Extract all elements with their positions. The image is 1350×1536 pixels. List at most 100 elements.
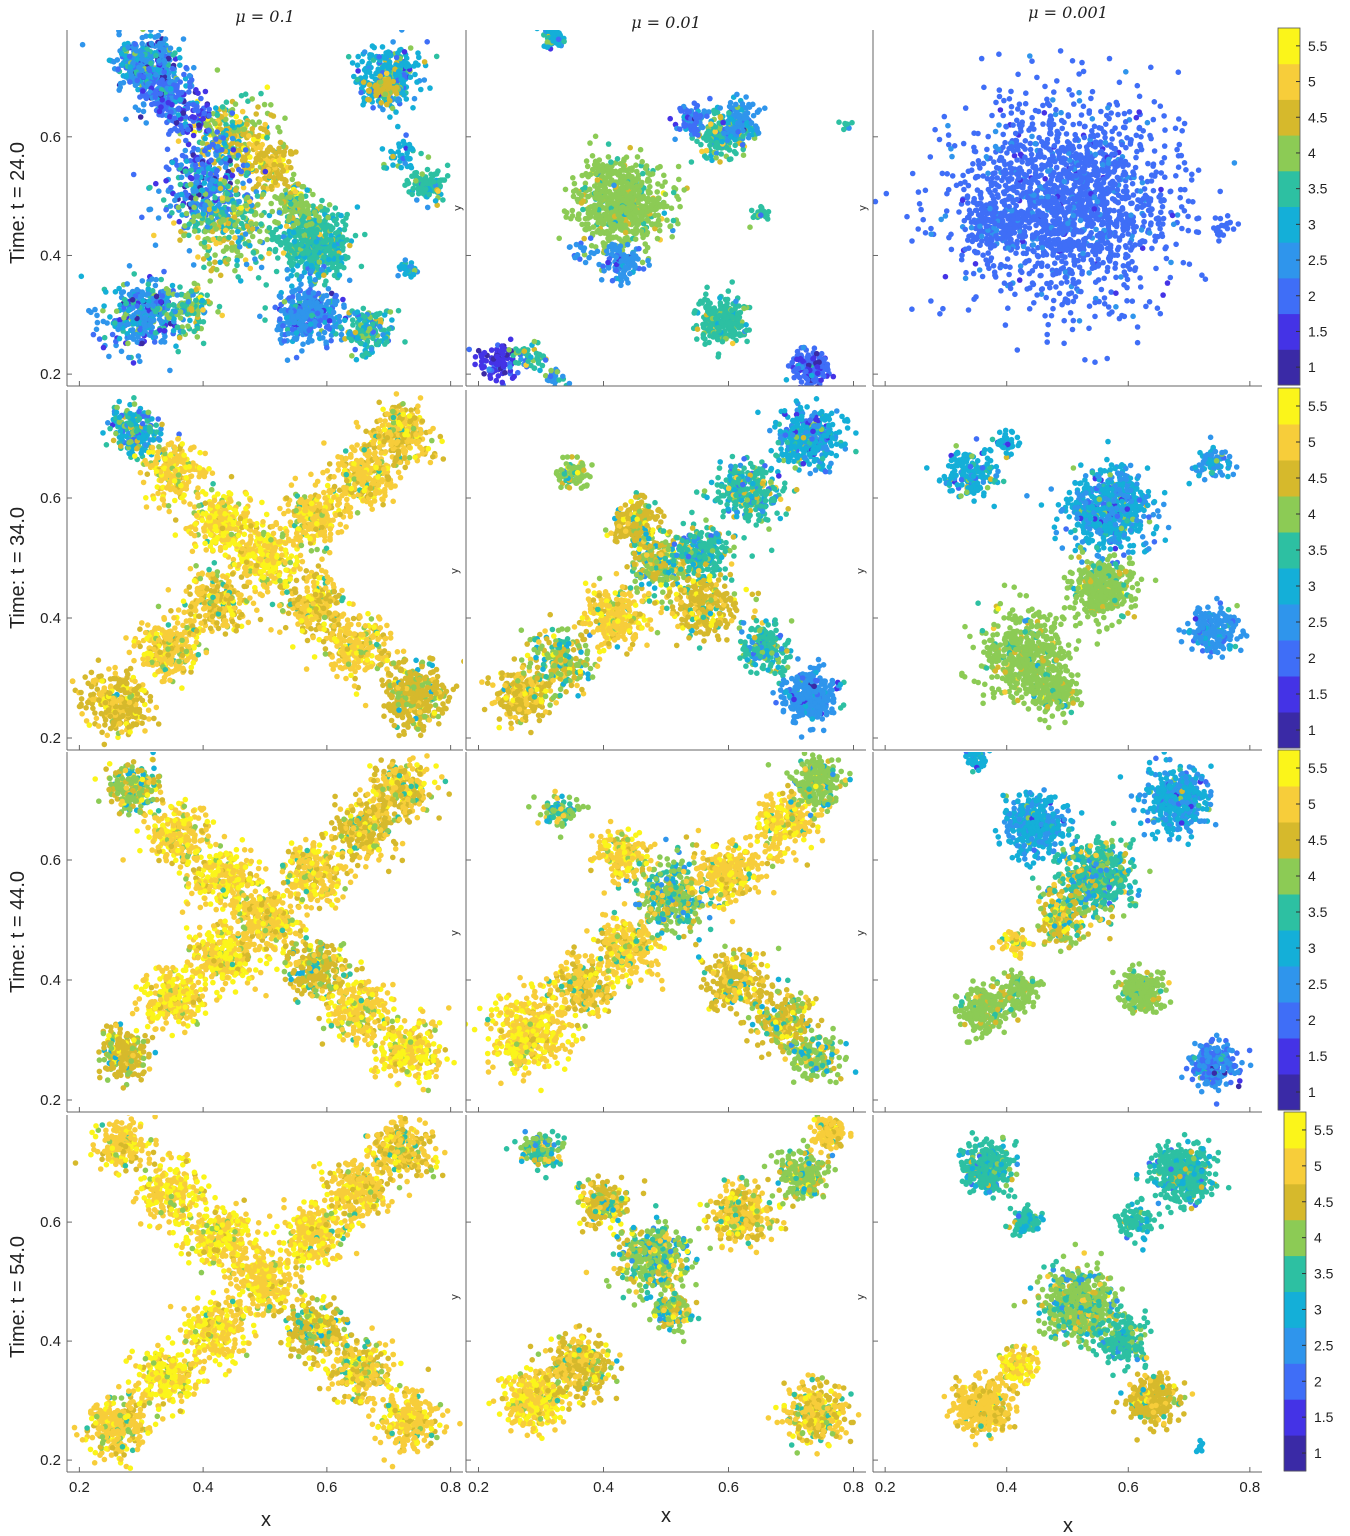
scatter-point bbox=[388, 52, 394, 59]
scatter-point bbox=[272, 304, 279, 311]
scatter-point bbox=[158, 318, 164, 325]
scatter-point bbox=[217, 181, 223, 187]
scatter-point bbox=[714, 139, 720, 146]
scatter-point bbox=[160, 197, 167, 203]
scatter-point bbox=[140, 30, 146, 33]
scatter-point bbox=[390, 162, 396, 168]
scatter-point bbox=[434, 202, 441, 208]
scatter-point bbox=[302, 208, 308, 215]
scatter-point bbox=[312, 209, 318, 215]
scatter-point bbox=[431, 178, 437, 185]
scatter-point bbox=[247, 265, 254, 272]
cluster-12 bbox=[152, 280, 225, 347]
scatter-point bbox=[235, 239, 242, 245]
scatter-point bbox=[238, 205, 244, 211]
scatter-point bbox=[215, 143, 221, 150]
scatter-point bbox=[354, 76, 361, 83]
scatter-point bbox=[78, 273, 85, 280]
scatter-point bbox=[712, 128, 718, 135]
scatter-point bbox=[205, 219, 212, 225]
scatter-point bbox=[174, 292, 180, 298]
scatter-point bbox=[378, 100, 385, 106]
scatter-point bbox=[244, 121, 250, 127]
scatter-point bbox=[605, 259, 611, 266]
scatter-point bbox=[143, 95, 150, 102]
scatter-point bbox=[229, 172, 236, 179]
scatter-point bbox=[624, 241, 631, 248]
scatter-point bbox=[189, 175, 195, 182]
scatter-point bbox=[589, 153, 596, 159]
scatter-point bbox=[177, 315, 184, 321]
scatter-point bbox=[385, 76, 392, 82]
y-axis-label-2: y bbox=[857, 205, 869, 211]
scatter-point bbox=[294, 272, 300, 278]
scatter-point bbox=[242, 241, 248, 247]
scatter-point bbox=[303, 222, 310, 229]
scatter-point bbox=[179, 324, 185, 330]
scatter-point bbox=[366, 88, 373, 94]
column-title-1: μ = 0.1 bbox=[235, 7, 294, 26]
scatter-point bbox=[242, 91, 249, 97]
scatter-point bbox=[369, 43, 376, 49]
scatter-point bbox=[202, 202, 208, 208]
scatter-point bbox=[170, 327, 177, 334]
scatter-point bbox=[123, 73, 130, 79]
scatter-point bbox=[202, 191, 209, 197]
scatter-point bbox=[258, 90, 264, 97]
scatter-point bbox=[185, 299, 192, 305]
scatter-point bbox=[362, 231, 368, 238]
scatter-point bbox=[297, 295, 304, 302]
scatter-point bbox=[284, 237, 291, 243]
scatter-point bbox=[294, 263, 301, 269]
scatter-point bbox=[135, 309, 141, 316]
scatter-point bbox=[195, 156, 201, 163]
scatter-point bbox=[185, 323, 191, 330]
y-axis-labels: y y y y y y y y bbox=[449, 205, 869, 1300]
scatter-point bbox=[207, 278, 213, 284]
scatter-point bbox=[415, 50, 421, 56]
scatter-point bbox=[319, 197, 325, 204]
scatter-point bbox=[595, 162, 601, 168]
scatter-point bbox=[147, 33, 154, 39]
scatter-point bbox=[268, 102, 274, 108]
y-axis-label-7: y bbox=[449, 1294, 461, 1300]
scatter-point bbox=[398, 62, 405, 69]
scatter-point bbox=[583, 158, 590, 164]
scatter-point bbox=[193, 297, 199, 304]
scatter-point bbox=[310, 203, 316, 209]
scatter-point bbox=[670, 217, 677, 224]
y-axis-label-6: y bbox=[855, 930, 867, 936]
scatter-point bbox=[342, 222, 349, 228]
scatter-point bbox=[616, 191, 623, 197]
scatter-points bbox=[466, 30, 855, 386]
scatter-point bbox=[342, 317, 348, 324]
scatter-point bbox=[377, 73, 384, 79]
scatter-point bbox=[376, 54, 383, 60]
scatter-point bbox=[79, 41, 86, 48]
scatter-point bbox=[258, 212, 265, 219]
scatter-point bbox=[400, 79, 407, 85]
scatter-point bbox=[358, 89, 364, 96]
scatter-point bbox=[390, 153, 396, 160]
scatter-point bbox=[276, 157, 282, 164]
scatter-point bbox=[244, 170, 250, 176]
scatter-point bbox=[396, 68, 402, 75]
scatter-point bbox=[321, 254, 327, 260]
scatter-point bbox=[276, 174, 283, 181]
scatter-point bbox=[199, 140, 206, 146]
scatter-point bbox=[338, 331, 345, 338]
scatter-point bbox=[289, 326, 296, 333]
scatter-point bbox=[400, 264, 407, 271]
scatter-point bbox=[230, 147, 237, 153]
scatter-point bbox=[213, 239, 220, 246]
scatter-point bbox=[287, 194, 293, 201]
scatter-point bbox=[223, 246, 230, 252]
scatter-point bbox=[293, 354, 300, 361]
scatter-point bbox=[356, 316, 363, 323]
scatter-point bbox=[336, 263, 343, 270]
scatter-point bbox=[93, 326, 100, 333]
scatter-point bbox=[598, 277, 605, 283]
scatter-point bbox=[373, 69, 380, 76]
scatter-point bbox=[186, 232, 192, 239]
scatter-point bbox=[579, 221, 585, 228]
